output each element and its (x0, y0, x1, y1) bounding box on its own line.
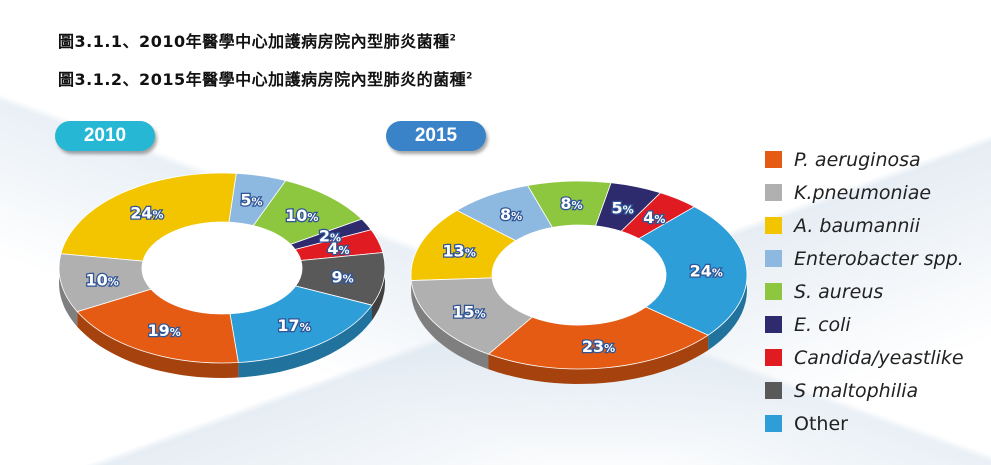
slice-side-k-pneumoniae (59, 253, 78, 327)
legend-item-p-aeruginosa: P. aeruginosa (765, 143, 964, 176)
slice-label-enterobacter-spp: 8% (500, 205, 522, 224)
legend-swatch (765, 415, 782, 432)
slice-side-s-maltophilia (372, 252, 385, 321)
slice-label-other: 17% (277, 316, 310, 335)
slice-label-other: 24% (690, 262, 723, 281)
legend-label: Candida/yeastlike (794, 346, 964, 369)
legend-label: E. coli (794, 313, 851, 336)
legend-label: P. aeruginosa (794, 148, 921, 171)
slice-label-p-aeruginosa: 19% (147, 321, 180, 340)
year-badge-2010: 2010 (55, 121, 155, 151)
slice-label-e-coli: 2% (319, 227, 341, 246)
slice-side-p-aeruginosa (77, 311, 239, 378)
legend-swatch (765, 184, 782, 201)
slice-label-s-aureus: 8% (560, 194, 582, 213)
slice-label-s-aureus: 10% (285, 206, 318, 225)
year-badge-2015: 2015 (386, 121, 486, 151)
legend-item-a-baumannii: A. baumannii (765, 209, 964, 242)
slice-label-k-pneumoniae: 10% (85, 271, 118, 290)
slice-label-enterobacter-spp: 5% (240, 191, 262, 210)
slice-side-other (238, 305, 372, 378)
slice-label-candida-yeastlike: 4% (643, 208, 665, 227)
legend-swatch (765, 382, 782, 399)
legend-swatch (765, 316, 782, 333)
legend-item-s-aureus: S. aureus (765, 275, 964, 308)
slice-side-k-pneumoniae (411, 280, 489, 370)
slice-label-s-maltophilia: 9% (332, 267, 354, 286)
slice-label-p-aeruginosa: 23% (582, 337, 615, 356)
figure-title-2010: 圖3.1.1、2010年醫學中心加護病房院內型肺炎菌種2 (58, 32, 457, 51)
legend-swatch (765, 349, 782, 366)
legend-item-other: Other (765, 407, 964, 440)
legend-label: K.pneumoniae (794, 181, 932, 204)
legend-item-enterobacter: Enterobacter spp. (765, 242, 964, 275)
donut-2015: 13% 8% 8% 5% 4% 24% 23% 15% (410, 180, 748, 384)
donut-2010: 24%5%10%2%4%9%17%19%10% (58, 172, 386, 378)
figure-title-2015: 圖3.1.2、2015年醫學中心加護病房院內型肺炎的菌種2 (58, 70, 473, 89)
slice-label-candida-yeastlike: 4% (327, 239, 349, 258)
legend-item-e-coli: E. coli (765, 308, 964, 341)
legend-label: S maltophilia (794, 379, 919, 402)
legend-item-candida: Candida/yeastlike (765, 341, 964, 374)
slice-label-a-baumannii: 24% (130, 204, 163, 223)
chart-legend: P. aeruginosa K.pneumoniae A. baumannii … (765, 143, 964, 440)
legend-swatch (765, 250, 782, 267)
legend-swatch (765, 283, 782, 300)
legend-label: S. aureus (794, 280, 884, 303)
legend-label: Other (794, 412, 848, 435)
legend-item-k-pneumoniae: K.pneumoniae (765, 176, 964, 209)
slice-label-e-coli: 5% (612, 198, 634, 217)
donut-hole (142, 222, 302, 314)
legend-swatch (765, 217, 782, 234)
legend-label: Enterobacter spp. (794, 247, 964, 270)
slice-side-p-aeruginosa (488, 335, 709, 384)
slice-label-a-baumannii: 13% (443, 241, 476, 260)
slice-label-k-pneumoniae: 15% (452, 302, 485, 321)
legend-label: A. baumannii (794, 214, 920, 237)
donut-hole (492, 225, 666, 325)
legend-swatch (765, 151, 782, 168)
legend-item-s-maltophilia: S maltophilia (765, 374, 964, 407)
